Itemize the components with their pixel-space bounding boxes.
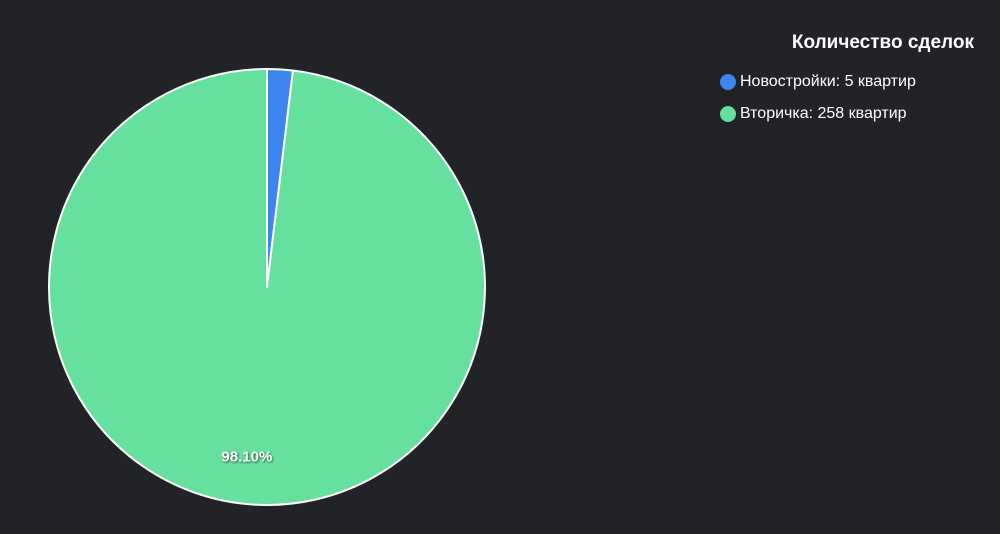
- pie-slice[interactable]: [48, 68, 486, 506]
- legend-item-secondary[interactable]: Вторичка: 258 квартир: [720, 98, 974, 130]
- legend-marker-icon: [720, 74, 736, 90]
- legend: Количество сделок Новостройки: 5 квартир…: [714, 32, 974, 130]
- legend-item-new-buildings[interactable]: Новостройки: 5 квартир: [720, 66, 974, 98]
- legend-title: Количество сделок: [791, 32, 974, 53]
- slice-percent-label: 98.10%: [221, 449, 272, 466]
- legend-marker-icon: [720, 106, 736, 122]
- legend-label: Новостройки: 5 квартир: [740, 73, 916, 90]
- legend-label: Вторичка: 258 квартир: [740, 105, 907, 122]
